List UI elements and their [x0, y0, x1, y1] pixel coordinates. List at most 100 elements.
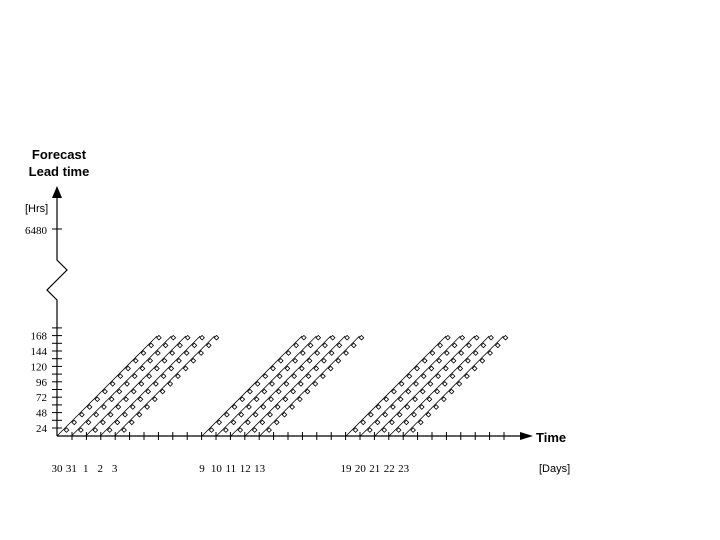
- forecast-marker: [397, 396, 404, 403]
- forecast-marker: [140, 350, 147, 356]
- forecast-marker: [168, 365, 175, 372]
- forecast-marker: [405, 388, 412, 395]
- y-tick-label: 144: [31, 346, 48, 358]
- forecast-marker: [344, 334, 350, 341]
- y-axis-unit: [Hrs]: [25, 203, 48, 215]
- forecast-marker: [336, 342, 343, 349]
- forecast-marker: [375, 404, 382, 410]
- forecast-marker: [161, 357, 168, 364]
- forecast-marker: [412, 396, 418, 403]
- forecast-marker: [297, 396, 303, 403]
- forecast-marker: [247, 388, 253, 395]
- forecast-marker: [85, 419, 92, 426]
- forecast-marker: [418, 404, 425, 410]
- forecast-line: [360, 335, 461, 437]
- y-tick-label: 72: [36, 392, 47, 404]
- forecast-line: [230, 335, 332, 437]
- forecast-marker: [327, 365, 334, 372]
- forecast-marker: [275, 388, 282, 395]
- x-day-label: 2: [97, 463, 103, 475]
- forecast-marker: [289, 404, 296, 410]
- forecast-marker: [259, 419, 266, 426]
- forecast-marker: [148, 342, 155, 349]
- forecast-marker: [183, 350, 190, 356]
- forecast-marker: [252, 411, 259, 418]
- forecast-marker: [115, 404, 122, 410]
- forecast-marker: [108, 396, 115, 403]
- y-tick-label: 96: [36, 377, 48, 389]
- forecast-marker: [198, 350, 204, 356]
- forecast-marker: [429, 350, 436, 356]
- forecast-marker: [471, 365, 478, 372]
- forecast-marker: [329, 334, 336, 341]
- y-tick-label: 120: [31, 361, 48, 373]
- forecast-marker: [494, 342, 501, 349]
- forecast-marker: [106, 427, 113, 433]
- forecast-marker: [472, 350, 479, 356]
- forecast-marker: [281, 411, 288, 418]
- forecast-marker: [383, 396, 390, 403]
- forecast-marker: [321, 357, 327, 364]
- forecast-marker: [352, 427, 359, 433]
- y-axis-tick-labels: 24 48 72 96 120 144 168: [31, 331, 48, 435]
- forecast-marker: [282, 396, 289, 403]
- forecast-marker: [122, 411, 128, 418]
- forecast-marker: [130, 388, 137, 395]
- forecast-marker: [116, 388, 123, 395]
- forecast-marker: [292, 357, 299, 364]
- forecast-marker: [205, 342, 212, 349]
- forecast-marker: [132, 357, 139, 364]
- forecast-marker: [312, 381, 319, 387]
- forecast-marker: [360, 419, 367, 426]
- forecast-marker: [175, 373, 181, 380]
- forecast-marker: [208, 427, 215, 433]
- forecast-marker: [266, 427, 272, 433]
- forecast-marker: [177, 342, 183, 349]
- forecast-marker: [190, 357, 197, 364]
- x-day-label: 1: [83, 463, 89, 475]
- forecast-marker: [155, 350, 161, 356]
- y-axis-title-line1: Forecast: [32, 147, 87, 162]
- x-day-label: 22: [384, 463, 395, 475]
- forecast-marker: [343, 350, 349, 356]
- forecast-line: [403, 335, 504, 437]
- forecast-marker: [502, 334, 509, 341]
- forecast-marker: [246, 404, 252, 410]
- forecast-marker: [293, 342, 300, 349]
- forecast-marker: [413, 381, 419, 387]
- forecast-marker: [94, 396, 101, 403]
- forecast-marker: [231, 404, 238, 410]
- forecast-marker: [304, 388, 311, 395]
- y-axis-title-line2: Lead time: [29, 164, 90, 179]
- forecast-marker: [328, 350, 335, 356]
- forecast-marker: [465, 357, 471, 364]
- forecast-marker: [426, 396, 433, 403]
- forecast-marker: [434, 388, 441, 395]
- forecast-marker: [368, 411, 374, 418]
- forecast-marker: [411, 411, 417, 418]
- forecast-marker: [237, 427, 244, 433]
- y-tick-label: 168: [31, 331, 48, 343]
- forecast-marker: [410, 427, 416, 433]
- forecast-marker: [101, 404, 107, 410]
- x-day-label: 21: [369, 463, 380, 475]
- forecast-marker: [152, 396, 158, 403]
- forecast-marker: [335, 357, 342, 364]
- forecast-marker: [291, 373, 298, 380]
- forecast-marker: [230, 419, 237, 426]
- forecast-marker: [267, 411, 273, 418]
- y-tick-label: 48: [36, 408, 48, 420]
- forecast-marker: [435, 373, 442, 380]
- forecast-marker: [144, 404, 151, 410]
- forecast-marker: [427, 381, 434, 387]
- forecast-line: [244, 335, 346, 437]
- forecast-marker: [466, 342, 472, 349]
- forecast-marker: [322, 342, 328, 349]
- forecast-marker: [131, 373, 138, 380]
- forecast-marker: [444, 350, 450, 356]
- forecast-marker: [216, 419, 223, 426]
- forecast-marker: [443, 365, 449, 372]
- forecast-marker: [137, 396, 144, 403]
- forecast-marker: [117, 373, 124, 380]
